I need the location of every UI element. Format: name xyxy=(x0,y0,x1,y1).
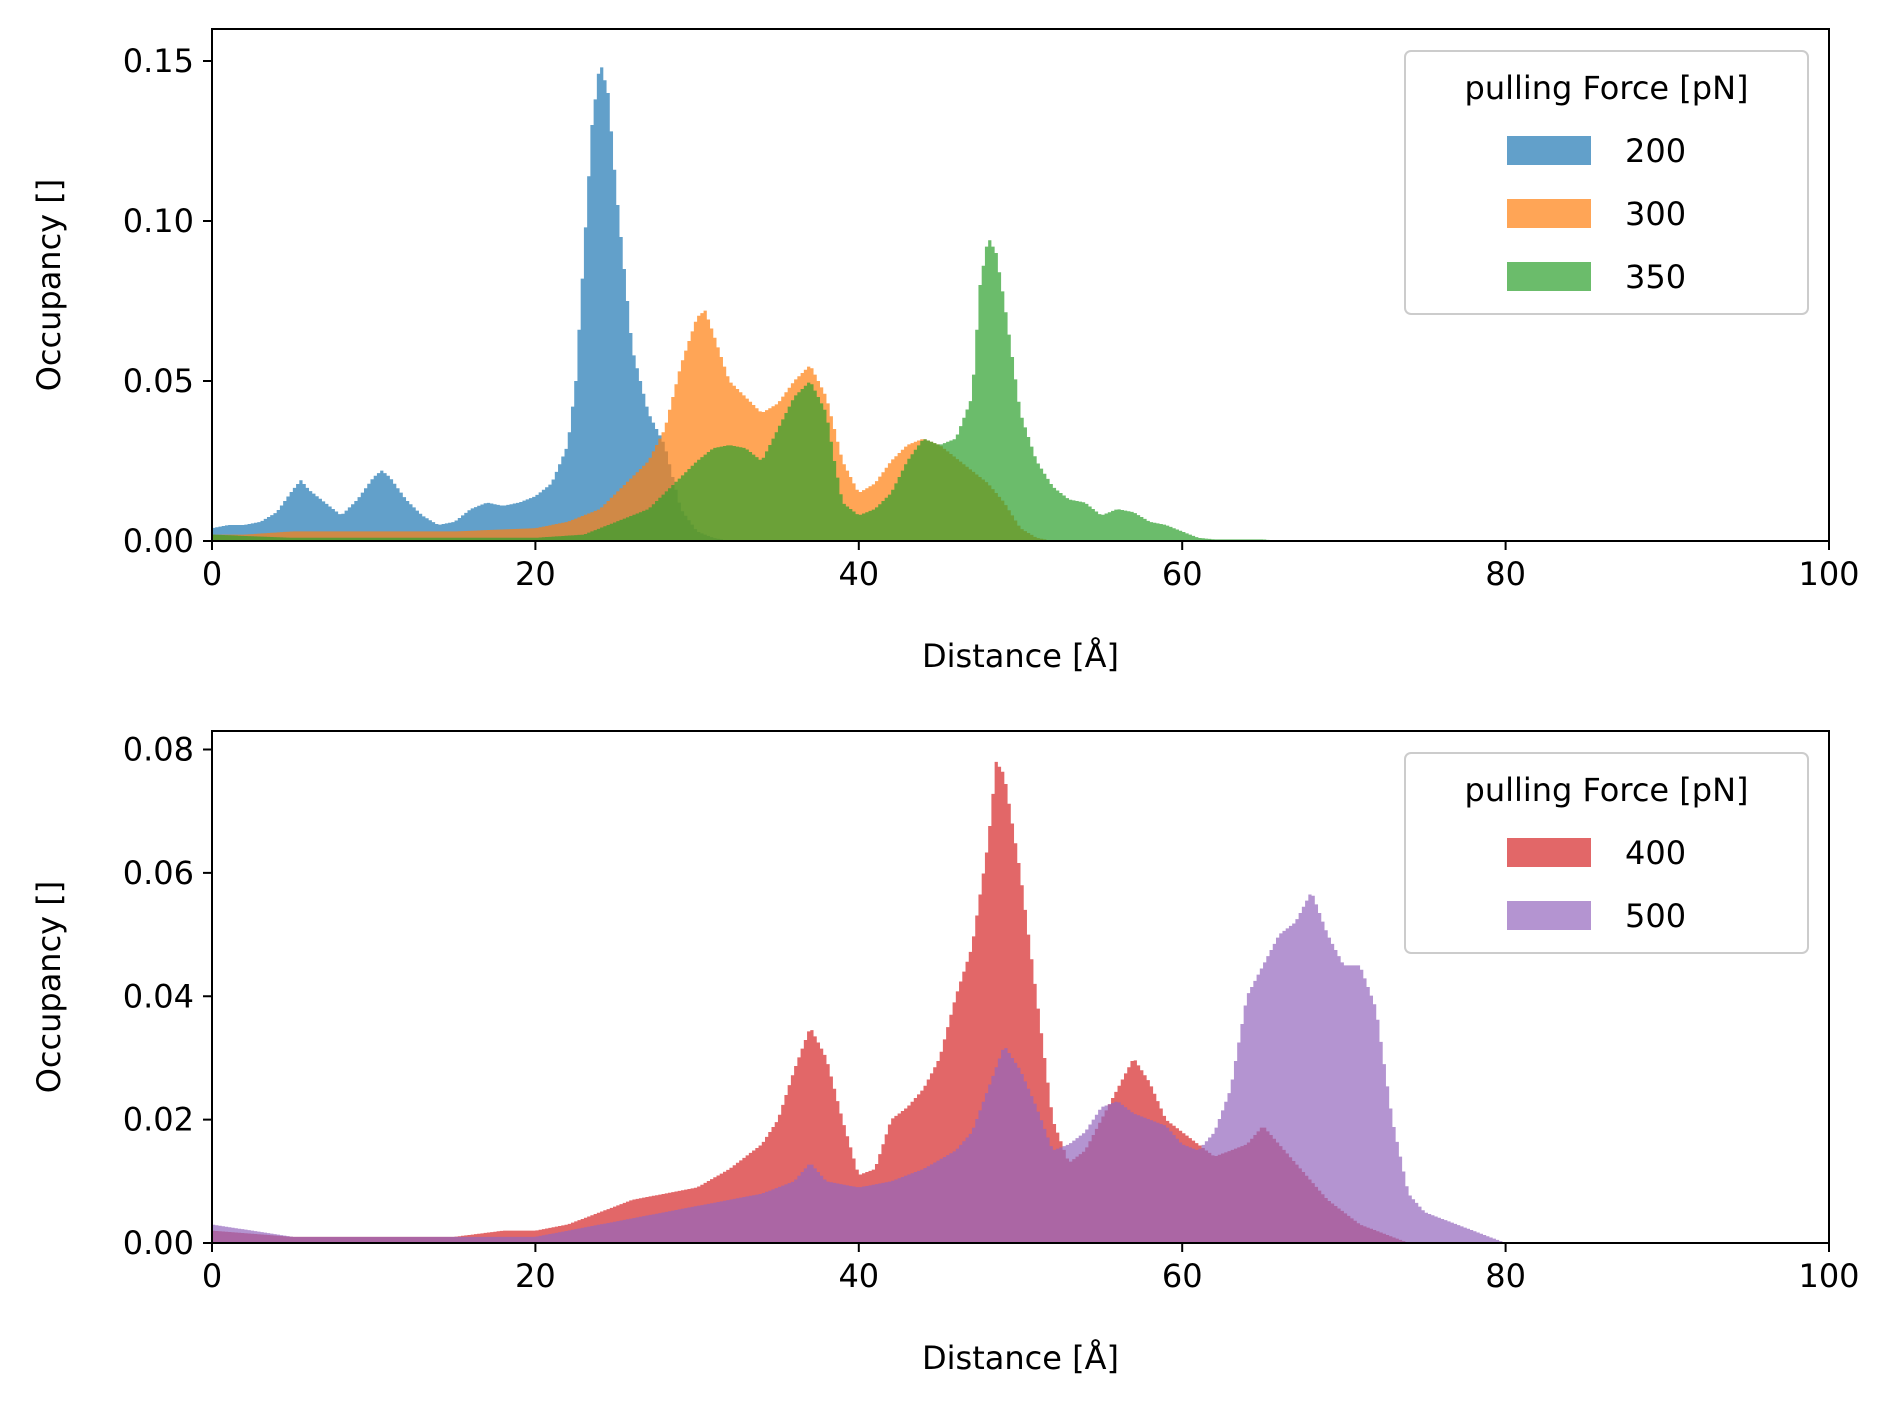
y-tick-label: 0.00 xyxy=(123,1224,194,1262)
legend-label-500: 500 xyxy=(1625,897,1686,935)
y-tick-label: 0.00 xyxy=(123,522,194,560)
bottom-histogram-panel: 0 20 40 60 80 100 0.00 0.02 0.04 0.06 0.08 Distance… xyxy=(30,730,1860,1377)
x-tick-label: 80 xyxy=(1485,555,1526,593)
legend-swatch-400 xyxy=(1507,838,1591,867)
legend-title: pulling Force [pN] xyxy=(1465,69,1749,107)
x-tick-label: 80 xyxy=(1485,1257,1526,1295)
x-tick-label: 20 xyxy=(515,1257,556,1295)
legend-swatch-350 xyxy=(1507,262,1591,291)
top-histogram-panel: 0 20 40 60 80 100 0.00 0.05 0.10 0.15 Distance [Å]… xyxy=(30,28,1860,675)
x-tick-label: 20 xyxy=(515,555,556,593)
axes-frame xyxy=(211,730,1830,1244)
y-tick-label: 0.04 xyxy=(123,977,194,1015)
legend-swatch-300 xyxy=(1507,199,1591,228)
y-tick-label: 0.05 xyxy=(123,362,194,400)
legend-label-350: 350 xyxy=(1625,258,1686,296)
legend-swatch-200 xyxy=(1507,136,1591,165)
y-axis-label: Occupancy [] xyxy=(30,179,68,392)
legend-title: pulling Force [pN] xyxy=(1465,771,1749,809)
x-axis-label: Distance [Å] xyxy=(922,1339,1119,1377)
y-tick-label: 0.15 xyxy=(123,42,194,80)
histogram-series-300 xyxy=(212,310,1053,541)
x-axis-label: Distance [Å] xyxy=(922,637,1119,675)
histogram-series-350 xyxy=(212,240,1280,541)
histogram-series-500 xyxy=(212,894,1506,1243)
x-tick-label: 40 xyxy=(838,1257,879,1295)
legend-label-200: 200 xyxy=(1625,132,1686,170)
x-tick-label: 60 xyxy=(1162,1257,1203,1295)
legend-label-300: 300 xyxy=(1625,195,1686,233)
x-tick-label: 100 xyxy=(1798,1257,1859,1295)
y-tick-label: 0.08 xyxy=(123,731,194,769)
x-tick-label: 40 xyxy=(838,555,879,593)
y-tick-label: 0.10 xyxy=(123,202,194,240)
x-tick-label: 100 xyxy=(1798,555,1859,593)
legend-box xyxy=(1404,50,1809,315)
x-tick-label: 60 xyxy=(1162,555,1203,593)
y-axis-label: Occupancy [] xyxy=(30,881,68,1094)
legend-label-400: 400 xyxy=(1625,834,1686,872)
legend-box xyxy=(1404,752,1809,954)
legend-swatch-500 xyxy=(1507,901,1591,930)
axes-frame xyxy=(211,28,1830,542)
x-tick-label: 0 xyxy=(202,1257,222,1295)
histogram-series-200 xyxy=(212,67,733,542)
y-tick-label: 0.02 xyxy=(123,1101,194,1139)
y-tick-label: 0.06 xyxy=(123,854,194,892)
x-tick-label: 0 xyxy=(202,555,222,593)
